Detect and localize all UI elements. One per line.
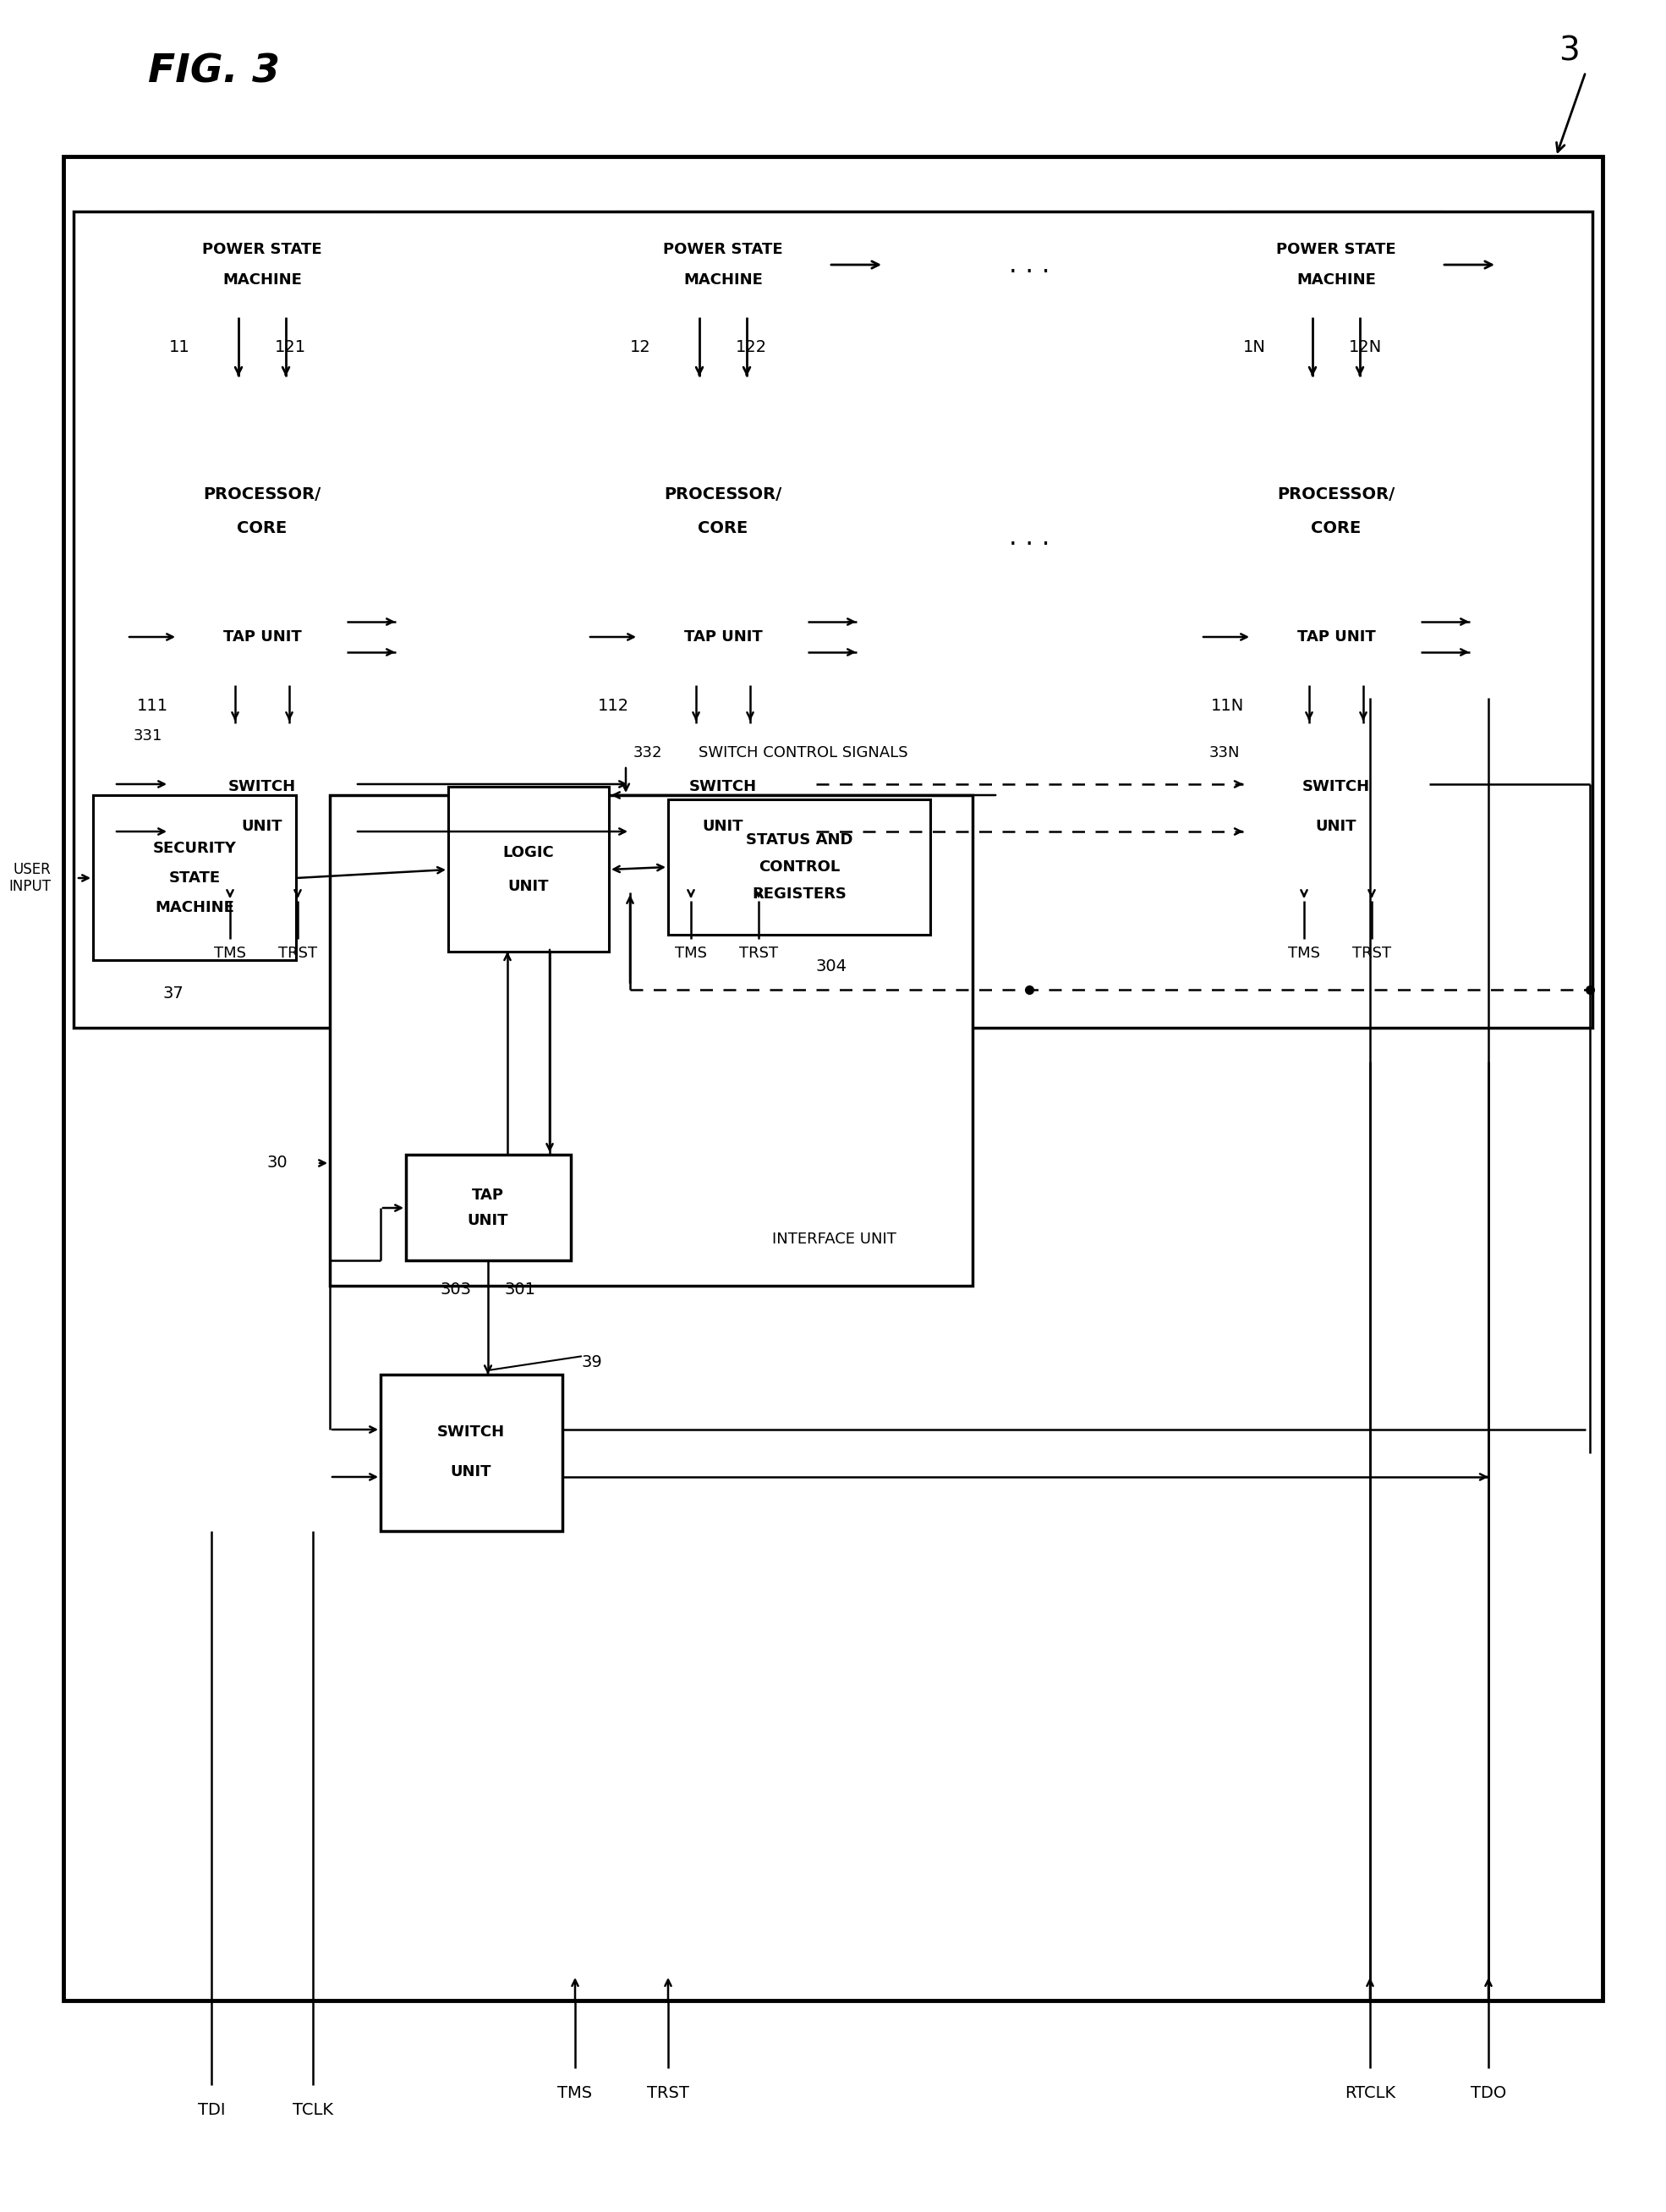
Bar — [157, 212, 368, 316]
Bar — [93, 794, 297, 960]
Text: STATE: STATE — [168, 869, 220, 885]
Bar — [407, 1155, 571, 1261]
Bar — [330, 794, 973, 1285]
Bar — [668, 799, 930, 936]
Text: INTERFACE UNIT: INTERFACE UNIT — [773, 1232, 896, 1248]
Text: SWITCH CONTROL SIGNALS: SWITCH CONTROL SIGNALS — [698, 745, 908, 761]
Text: SWITCH: SWITCH — [228, 779, 297, 794]
Text: 1N: 1N — [1243, 338, 1266, 354]
Text: UNIT: UNIT — [1316, 818, 1356, 834]
Text: 12: 12 — [630, 338, 651, 354]
Text: REGISTERS: REGISTERS — [751, 887, 846, 902]
Bar — [178, 588, 347, 686]
Text: TAP: TAP — [471, 1188, 505, 1203]
Text: CORE: CORE — [1311, 520, 1361, 538]
Text: SECURITY: SECURITY — [153, 841, 237, 856]
Text: 332: 332 — [633, 745, 663, 761]
Bar — [1243, 723, 1429, 891]
Text: POWER STATE: POWER STATE — [663, 241, 783, 257]
Text: 30: 30 — [267, 1155, 288, 1170]
Text: LOGIC: LOGIC — [503, 845, 555, 860]
Text: TMS: TMS — [675, 947, 706, 960]
Text: TDO: TDO — [1471, 2086, 1506, 2101]
Text: PROCESSOR/: PROCESSOR/ — [203, 487, 322, 502]
Text: MACHINE: MACHINE — [223, 272, 302, 288]
Text: 122: 122 — [736, 338, 766, 354]
Text: 37: 37 — [163, 987, 183, 1002]
Text: 121: 121 — [275, 338, 307, 354]
Text: TAP UNIT: TAP UNIT — [683, 630, 763, 644]
Text: SWITCH: SWITCH — [436, 1425, 505, 1440]
Bar — [588, 376, 858, 697]
Text: CORE: CORE — [237, 520, 287, 538]
Text: RTCLK: RTCLK — [1344, 2086, 1396, 2101]
Text: USER
INPUT: USER INPUT — [8, 863, 50, 894]
Text: 33N: 33N — [1210, 745, 1240, 761]
Text: TRST: TRST — [278, 947, 317, 960]
Text: TRST: TRST — [1353, 947, 1391, 960]
Text: 39: 39 — [581, 1354, 603, 1369]
Text: TCLK: TCLK — [293, 2101, 333, 2119]
Text: . . .: . . . — [1008, 524, 1050, 549]
Text: TAP UNIT: TAP UNIT — [1296, 630, 1376, 644]
Bar — [1201, 376, 1471, 697]
Text: FIG. 3: FIG. 3 — [148, 53, 280, 91]
Text: 112: 112 — [598, 699, 630, 714]
Text: SWITCH: SWITCH — [690, 779, 756, 794]
Bar — [63, 157, 1603, 2000]
Text: 304: 304 — [816, 958, 848, 975]
Bar — [618, 212, 828, 316]
Text: PROCESSOR/: PROCESSOR/ — [1278, 487, 1394, 502]
Text: TDI: TDI — [198, 2101, 225, 2119]
Text: TMS: TMS — [213, 947, 247, 960]
Text: UNIT: UNIT — [242, 818, 283, 834]
Text: TRST: TRST — [740, 947, 778, 960]
Text: 12N: 12N — [1349, 338, 1383, 354]
Text: . . .: . . . — [1008, 252, 1050, 276]
Text: 3: 3 — [1558, 35, 1579, 66]
Bar — [380, 1374, 563, 1531]
Text: PROCESSOR/: PROCESSOR/ — [665, 487, 781, 502]
Text: 301: 301 — [505, 1283, 536, 1298]
Text: POWER STATE: POWER STATE — [1276, 241, 1396, 257]
Text: TAP UNIT: TAP UNIT — [223, 630, 302, 644]
Text: 111: 111 — [137, 699, 168, 714]
Text: 303: 303 — [440, 1283, 471, 1298]
Text: 331: 331 — [133, 728, 162, 743]
Text: TMS: TMS — [558, 2086, 593, 2101]
Text: POWER STATE: POWER STATE — [202, 241, 322, 257]
Text: MACHINE: MACHINE — [1296, 272, 1376, 288]
Text: CORE: CORE — [698, 520, 748, 538]
Text: MACHINE: MACHINE — [155, 900, 235, 916]
Text: UNIT: UNIT — [450, 1464, 491, 1480]
Bar — [127, 376, 398, 697]
Bar — [1231, 212, 1441, 316]
Bar — [638, 588, 808, 686]
Text: 11: 11 — [170, 338, 190, 354]
Text: UNIT: UNIT — [468, 1212, 508, 1228]
Bar — [630, 723, 816, 891]
Bar — [73, 212, 1593, 1029]
Bar — [170, 723, 355, 891]
Text: TMS: TMS — [1288, 947, 1319, 960]
Text: STATUS AND: STATUS AND — [746, 832, 853, 847]
Text: TRST: TRST — [646, 2086, 690, 2101]
Bar — [448, 787, 608, 951]
Text: SWITCH: SWITCH — [1303, 779, 1369, 794]
Bar — [1251, 588, 1421, 686]
Text: UNIT: UNIT — [703, 818, 743, 834]
Text: UNIT: UNIT — [508, 878, 550, 894]
Text: 11N: 11N — [1211, 699, 1245, 714]
Text: MACHINE: MACHINE — [683, 272, 763, 288]
Text: CONTROL: CONTROL — [758, 860, 840, 874]
